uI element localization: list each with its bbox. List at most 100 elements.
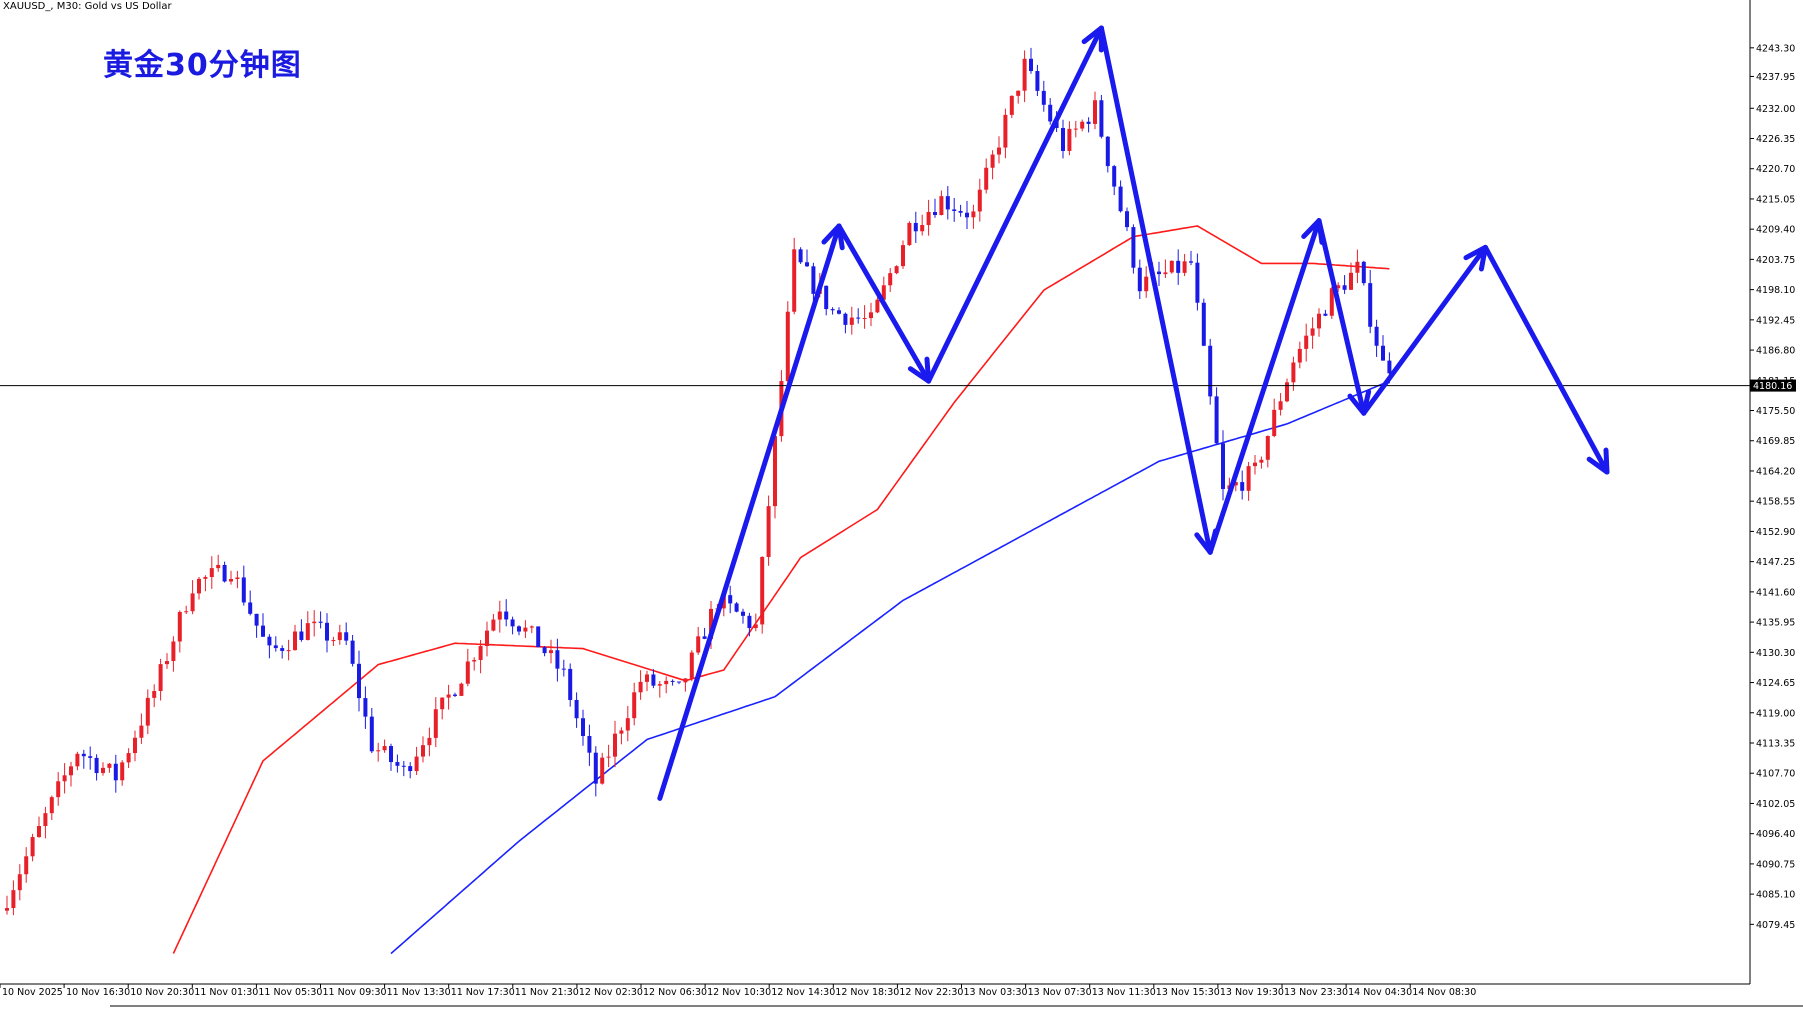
candle-body [1016, 90, 1021, 96]
bearish-candle [728, 585, 733, 614]
bearish-candle [1240, 470, 1245, 500]
candle-body [1285, 382, 1289, 402]
bullish-candle [625, 705, 630, 742]
x-tick-label: 13 Nov 11:30 [1092, 987, 1156, 998]
candle-body [49, 797, 54, 814]
candle-body [453, 694, 457, 696]
candle-body [305, 623, 310, 640]
candle-body [734, 603, 739, 612]
candle-body [1112, 166, 1117, 187]
bullish-candle [24, 847, 29, 883]
candle-body [24, 856, 29, 875]
candle-body [593, 752, 598, 784]
candle-body [81, 753, 86, 757]
bullish-candle [1003, 108, 1008, 159]
bullish-candle [190, 580, 195, 615]
candle-body [990, 154, 995, 168]
candle-body [17, 874, 22, 891]
candle-body [1118, 186, 1123, 212]
candle-body [837, 310, 841, 314]
bearish-candle [81, 749, 86, 769]
bullish-candle [1317, 308, 1321, 337]
bearish-candle [1208, 338, 1213, 405]
y-tick-label: 4175.50 [1756, 406, 1795, 417]
bullish-candle [382, 739, 387, 753]
bearish-candle [1061, 119, 1065, 159]
candle-body [459, 683, 464, 696]
x-tick-label: 11 Nov 01:30 [194, 987, 258, 998]
candle-body [549, 650, 553, 654]
bearish-candle [702, 627, 707, 640]
y-tick-label: 4158.55 [1756, 497, 1795, 508]
candle-body [1368, 283, 1373, 327]
bearish-candle [830, 307, 835, 315]
bullish-candle [126, 748, 131, 769]
x-tick-label: 13 Nov 23:30 [1284, 987, 1348, 998]
y-tick-label: 4130.30 [1756, 648, 1795, 659]
candle-body [926, 211, 931, 226]
x-tick-label: 12 Nov 10:30 [707, 987, 771, 998]
candle-body [197, 578, 201, 594]
bullish-candle [901, 240, 905, 269]
x-tick-label: 14 Nov 04:30 [1348, 987, 1412, 998]
candle-body [37, 826, 41, 838]
bearish-candle [401, 760, 406, 777]
bullish-candle [1163, 259, 1168, 279]
bullish-candle [606, 744, 611, 768]
bullish-candle [312, 610, 317, 637]
bullish-candle [1329, 286, 1334, 319]
bearish-candle [856, 308, 861, 324]
bearish-candle [536, 626, 541, 648]
candle-body [369, 716, 374, 752]
candle-body [1214, 396, 1219, 444]
bullish-candle [523, 620, 528, 638]
candle-body [30, 837, 35, 857]
bullish-candle [376, 742, 381, 762]
bearish-candle [1118, 180, 1123, 213]
x-tick-label: 14 Nov 08:30 [1412, 987, 1476, 998]
candle-body [504, 611, 509, 620]
y-tick-label: 4243.30 [1756, 43, 1795, 54]
y-tick-label: 4220.70 [1756, 164, 1795, 175]
bullish-candle [997, 136, 1001, 164]
candle-body [337, 632, 342, 641]
candle-body [907, 222, 912, 246]
x-tick-label: 12 Nov 06:30 [643, 987, 707, 998]
arrow-shaft [836, 223, 932, 384]
candle-body [1137, 267, 1142, 292]
candle-body [1061, 127, 1065, 151]
bearish-candle [357, 650, 361, 712]
candle-body [171, 641, 176, 662]
bearish-candle [273, 636, 278, 652]
candle-body [1105, 136, 1110, 167]
candle-body [94, 757, 99, 774]
bearish-candle [344, 622, 349, 646]
candle-body [1189, 261, 1193, 263]
bearish-candle [363, 686, 368, 729]
bearish-candle [1041, 80, 1046, 112]
bullish-candle [657, 681, 662, 698]
candle-body [773, 436, 777, 507]
candle-body [382, 746, 387, 751]
x-tick-label: 11 Nov 17:30 [451, 987, 515, 998]
candle-body [1176, 260, 1181, 273]
y-tick-label: 4186.80 [1756, 346, 1795, 357]
candle-body [875, 299, 880, 313]
bullish-candle [485, 621, 489, 657]
bearish-candle [568, 663, 573, 707]
bullish-candle [984, 158, 989, 194]
candle-body [849, 317, 854, 325]
bearish-candle [965, 200, 969, 229]
candle-body [1009, 95, 1014, 115]
bullish-candle [1272, 398, 1277, 438]
bearish-candle [542, 645, 547, 657]
candle-body [1067, 128, 1072, 151]
y-tick-label: 4147.25 [1756, 557, 1795, 568]
candle-body [222, 564, 227, 582]
bearish-candle [241, 565, 246, 606]
bullish-candle [1349, 262, 1353, 291]
bearish-candle [670, 679, 675, 686]
bullish-candle [184, 605, 189, 615]
bullish-candle [1265, 435, 1270, 468]
